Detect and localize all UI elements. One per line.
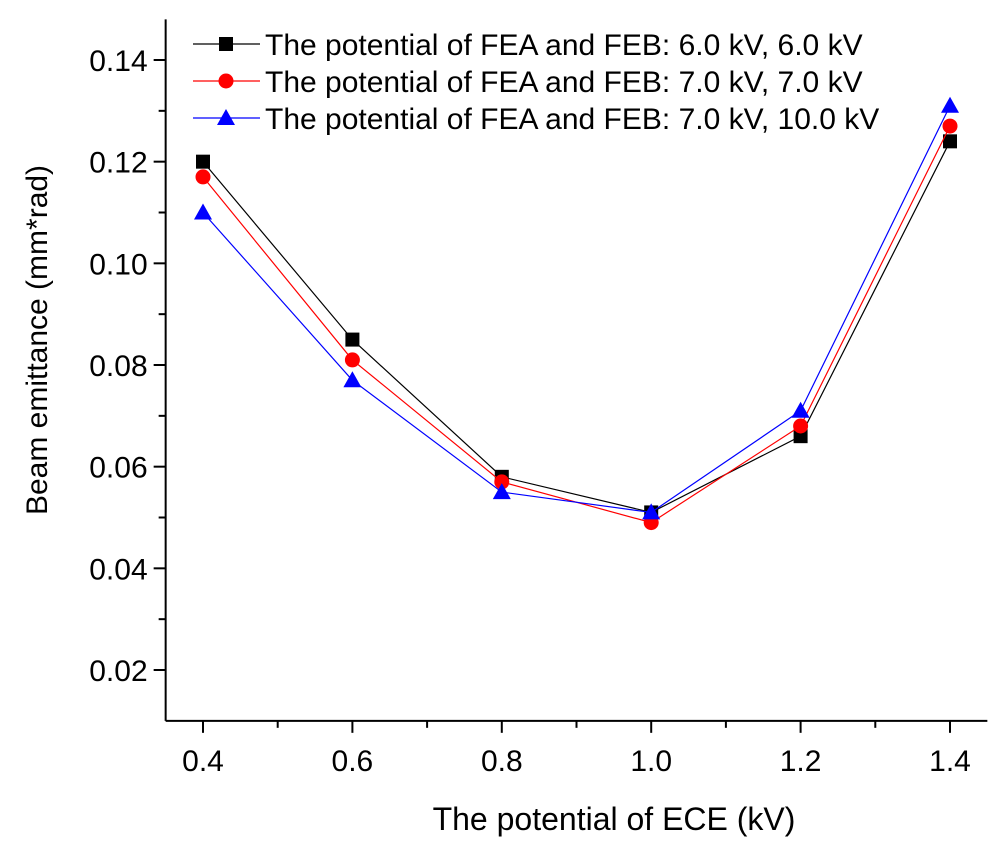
- legend-marker: [217, 109, 235, 125]
- series-line: [202, 141, 951, 514]
- axes: 0.4 0.6 0.8 1.0 1.2 1.4 0.02 0.04 0.06 0.08 0.10 0.…: [89, 19, 988, 778]
- y-tick-label: 0.08: [89, 350, 147, 383]
- x-tick-label: 0.8: [481, 745, 523, 778]
- data-point: [196, 154, 210, 169]
- x-tick-label: 0.6: [332, 745, 374, 778]
- legend-label: The potential of FEA and FEB: 7.0 kV, 7.…: [265, 66, 863, 99]
- legend-label: The potential of FEA and FEB: 6.0 kV, 6.…: [265, 29, 863, 62]
- data-point: [942, 118, 958, 134]
- data-point: [793, 429, 808, 444]
- data-point: [793, 418, 809, 434]
- data-point: [941, 96, 959, 113]
- data-point: [492, 483, 511, 500]
- x-tick-label: 0.4: [182, 745, 224, 778]
- series-line: [202, 105, 951, 514]
- data-point: [494, 474, 510, 490]
- data-point: [642, 503, 661, 520]
- x-tick-label: 1.0: [630, 745, 672, 778]
- y-tick-label: 0.14: [89, 45, 147, 78]
- x-tick-label: 1.4: [929, 745, 971, 778]
- legend-item: The potential of FEA and FEB: 7.0 kV, 10…: [193, 103, 879, 136]
- data-point: [343, 371, 362, 388]
- data-point: [791, 401, 810, 418]
- legend: The potential of FEA and FEB: 6.0 kV, 6.…: [172, 29, 879, 142]
- data-point: [943, 134, 957, 149]
- y-axis-label: Beam emittance (mm*rad): [21, 165, 54, 515]
- series-1: [196, 134, 957, 520]
- x-axis-label: The potential of ECE (kV): [433, 801, 796, 837]
- series-layer: [194, 96, 959, 531]
- y-tick-label: 0.12: [89, 147, 147, 180]
- series-3: [194, 96, 959, 520]
- series-line: [202, 125, 951, 524]
- data-point: [344, 352, 360, 368]
- legend-item: The potential of FEA and FEB: 7.0 kV, 7.…: [193, 66, 863, 99]
- data-point: [345, 332, 360, 347]
- x-tick-label: 1.2: [780, 745, 822, 778]
- legend-marker: [219, 37, 233, 51]
- legend-marker: [218, 73, 234, 89]
- legend-item: The potential of FEA and FEB: 6.0 kV, 6.…: [193, 29, 863, 62]
- legend-axis-break: [172, 136, 180, 142]
- y-tick-label: 0.06: [89, 452, 147, 485]
- y-tick-label: 0.04: [89, 553, 147, 586]
- legend-label: The potential of FEA and FEB: 7.0 kV, 10…: [265, 103, 879, 136]
- y-tick-label: 0.02: [89, 655, 147, 688]
- data-point: [194, 203, 212, 220]
- y-tick-label: 0.10: [89, 248, 147, 281]
- data-point: [195, 169, 211, 185]
